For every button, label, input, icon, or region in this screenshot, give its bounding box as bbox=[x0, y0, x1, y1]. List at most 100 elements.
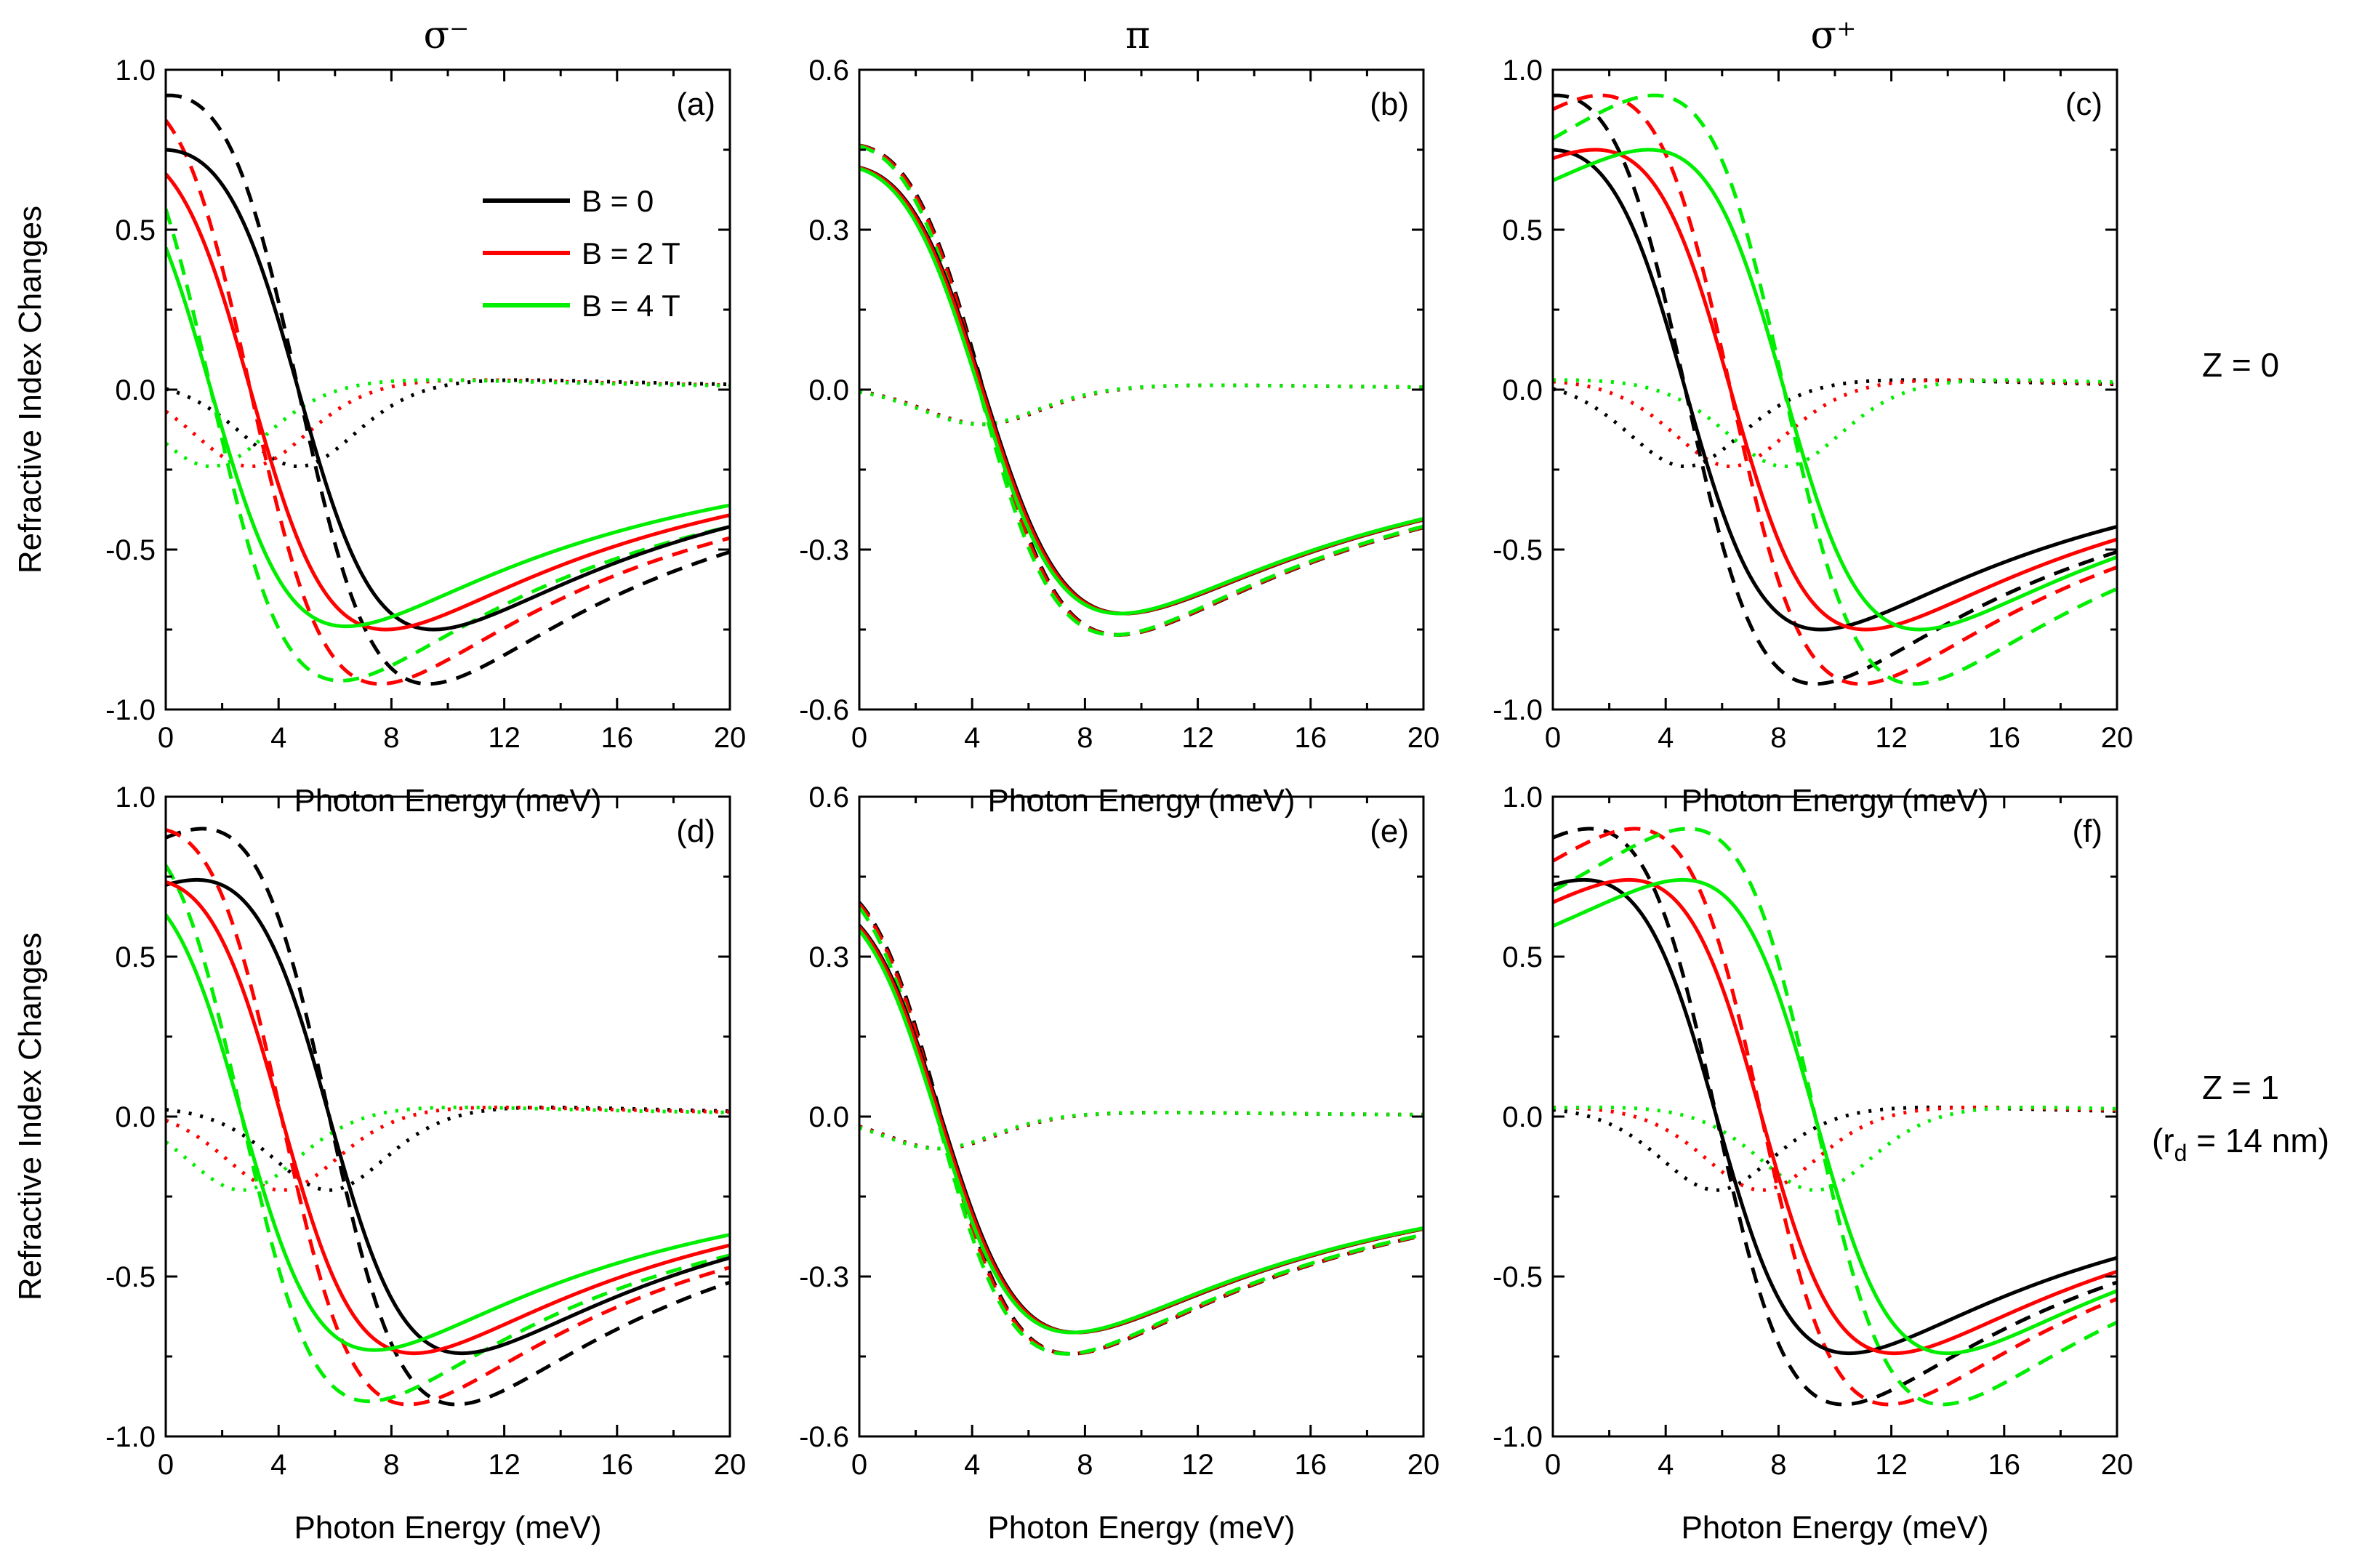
series-f-b-0-solid bbox=[1553, 877, 2117, 1356]
x-tick-label-c-5: 20 bbox=[2101, 722, 2134, 754]
y-tick-label-a-1: -0.5 bbox=[105, 534, 156, 566]
x-tick-label-e-4: 16 bbox=[1295, 1449, 1327, 1481]
series-c-b-2-t-solid bbox=[1553, 148, 2117, 632]
legend-label-b-4-t: B = 4 T bbox=[582, 289, 680, 323]
series-c-b-0-solid bbox=[1553, 148, 2117, 632]
x-axis-label-d: Photon Energy (meV) bbox=[294, 1510, 601, 1545]
y-tick-label-e-4: 0.6 bbox=[808, 781, 849, 813]
y-tick-label-b-1: -0.3 bbox=[799, 534, 849, 566]
y-tick-label-d-0: -1.0 bbox=[105, 1421, 156, 1453]
column-title-pi: π bbox=[1125, 14, 1150, 57]
series-d-b-4-t-dashed bbox=[166, 864, 730, 1404]
series-b-b-0-solid bbox=[859, 166, 1423, 616]
x-tick-label-f-1: 4 bbox=[1658, 1449, 1674, 1481]
series-b-b-0-dotted bbox=[859, 383, 1423, 427]
y-tick-label-f-3: 0.5 bbox=[1502, 941, 1543, 973]
row-label-z0: Z = 0 bbox=[2202, 346, 2279, 384]
series-d-b-4-t-solid bbox=[166, 914, 730, 1352]
x-tick-label-a-0: 0 bbox=[158, 722, 174, 754]
panel-label-c: (c) bbox=[2065, 87, 2102, 122]
series-c-b-2-t-dotted bbox=[1553, 378, 2117, 469]
x-tick-label-b-4: 16 bbox=[1295, 722, 1327, 754]
x-tick-label-a-1: 4 bbox=[270, 722, 286, 754]
x-tick-label-f-5: 20 bbox=[2101, 1449, 2134, 1481]
series-a-b-4-t-dashed bbox=[166, 208, 730, 683]
y-tick-label-d-4: 1.0 bbox=[115, 781, 156, 813]
y-tick-label-c-1: -0.5 bbox=[1493, 534, 1543, 566]
series-f-b-4-t-dashed bbox=[1553, 827, 2117, 1407]
y-axis-label-a: Refractive Index Changes bbox=[12, 206, 48, 574]
series-b-b-4-t-solid bbox=[859, 166, 1423, 616]
x-tick-label-d-3: 12 bbox=[488, 1449, 521, 1481]
x-tick-label-e-1: 4 bbox=[964, 1449, 980, 1481]
y-tick-label-a-3: 0.5 bbox=[115, 214, 156, 246]
x-tick-label-c-0: 0 bbox=[1545, 722, 1561, 754]
x-axis-label-e: Photon Energy (meV) bbox=[987, 1510, 1295, 1545]
panel-label-a: (a) bbox=[676, 87, 715, 122]
y-tick-label-f-4: 1.0 bbox=[1502, 781, 1543, 813]
panel-b: 0 4 8 12 16 20-0.6-0.30.00.30.6(b)Photon Ener… bbox=[799, 55, 1439, 819]
y-tick-label-f-0: -1.0 bbox=[1493, 1421, 1543, 1453]
x-tick-label-f-4: 16 bbox=[1988, 1449, 2021, 1481]
series-b-b-4-t-dotted bbox=[859, 383, 1423, 427]
y-tick-label-d-2: 0.0 bbox=[115, 1101, 156, 1133]
series-f-b-0-dashed bbox=[1553, 827, 2117, 1407]
x-tick-label-a-4: 16 bbox=[601, 722, 634, 754]
x-tick-label-d-1: 4 bbox=[270, 1449, 286, 1481]
panel-label-b: (b) bbox=[1370, 87, 1409, 122]
x-axis-label-f: Photon Energy (meV) bbox=[1681, 1510, 1988, 1545]
series-f-b-2-t-solid bbox=[1553, 877, 2117, 1356]
series-group-f bbox=[1553, 827, 2117, 1407]
series-f-b-2-t-dashed bbox=[1553, 827, 2117, 1407]
x-tick-label-e-0: 0 bbox=[851, 1449, 867, 1481]
y-tick-label-f-1: -0.5 bbox=[1493, 1261, 1543, 1293]
y-tick-label-c-2: 0.0 bbox=[1502, 374, 1543, 406]
y-tick-label-d-1: -0.5 bbox=[105, 1261, 156, 1293]
series-group-e bbox=[859, 901, 1423, 1356]
series-d-b-2-t-dotted bbox=[166, 1105, 730, 1192]
x-tick-label-e-2: 8 bbox=[1077, 1449, 1093, 1481]
y-tick-label-b-2: 0.0 bbox=[808, 374, 849, 406]
series-e-b-4-t-solid bbox=[859, 929, 1423, 1335]
x-tick-label-e-3: 12 bbox=[1181, 1449, 1214, 1481]
series-c-b-0-dashed bbox=[1553, 93, 2117, 686]
row-label-z1-radius-prefix: (r bbox=[2152, 1122, 2174, 1159]
series-a-b-2-t-solid bbox=[166, 172, 730, 632]
x-tick-label-a-3: 12 bbox=[488, 722, 521, 754]
y-axis-label-d: Refractive Index Changes bbox=[12, 933, 48, 1300]
x-tick-label-b-3: 12 bbox=[1181, 722, 1214, 754]
column-title-sigma-minus: σ⁻ bbox=[424, 14, 470, 57]
x-tick-label-e-5: 20 bbox=[1407, 1449, 1440, 1481]
series-c-b-4-t-dotted bbox=[1553, 378, 2117, 469]
series-d-b-0-solid bbox=[166, 877, 730, 1356]
series-c-b-4-t-solid bbox=[1553, 148, 2117, 632]
y-tick-label-f-2: 0.0 bbox=[1502, 1101, 1543, 1133]
x-tick-label-d-0: 0 bbox=[158, 1449, 174, 1481]
series-d-b-0-dotted bbox=[166, 1105, 730, 1192]
x-tick-label-b-0: 0 bbox=[851, 722, 867, 754]
row-label-z1-radius-suffix: = 14 nm) bbox=[2187, 1122, 2329, 1159]
series-a-b-2-t-dashed bbox=[166, 119, 730, 686]
y-tick-label-c-0: -1.0 bbox=[1493, 694, 1543, 726]
x-tick-label-d-4: 16 bbox=[601, 1449, 634, 1481]
series-d-b-2-t-solid bbox=[166, 880, 730, 1356]
panel-label-d: (d) bbox=[676, 813, 715, 849]
panel-frame-e bbox=[858, 795, 1425, 1438]
x-tick-label-f-2: 8 bbox=[1770, 1449, 1786, 1481]
y-tick-label-e-0: -0.6 bbox=[799, 1421, 849, 1453]
y-tick-label-e-2: 0.0 bbox=[808, 1101, 849, 1133]
panel-f: 0 4 8 12 16 20 -1.0 -0.5 0.0 0.5 1.0 (f) Photon Ener… bbox=[1493, 781, 2133, 1545]
series-b-b-2-t-dotted bbox=[859, 383, 1423, 427]
x-tick-label-f-0: 0 bbox=[1545, 1449, 1561, 1481]
row-label-z1: Z = 1 bbox=[2202, 1069, 2279, 1106]
panel-e: 0 4 8 12 16 20 -0.6 -0.3 0.0 0.3 0.6 (e) Photon Ener… bbox=[799, 781, 1439, 1545]
series-c-b-0-dotted bbox=[1553, 378, 2117, 469]
x-tick-label-f-3: 12 bbox=[1875, 1449, 1908, 1481]
panel-frame-d bbox=[164, 795, 731, 1438]
panel-label-f: (f) bbox=[2072, 813, 2102, 849]
series-f-b-4-t-solid bbox=[1553, 877, 2117, 1356]
y-tick-label-c-3: 0.5 bbox=[1502, 214, 1543, 246]
series-f-b-2-t-dotted bbox=[1553, 1105, 2117, 1192]
series-a-b-0-solid bbox=[166, 148, 730, 632]
